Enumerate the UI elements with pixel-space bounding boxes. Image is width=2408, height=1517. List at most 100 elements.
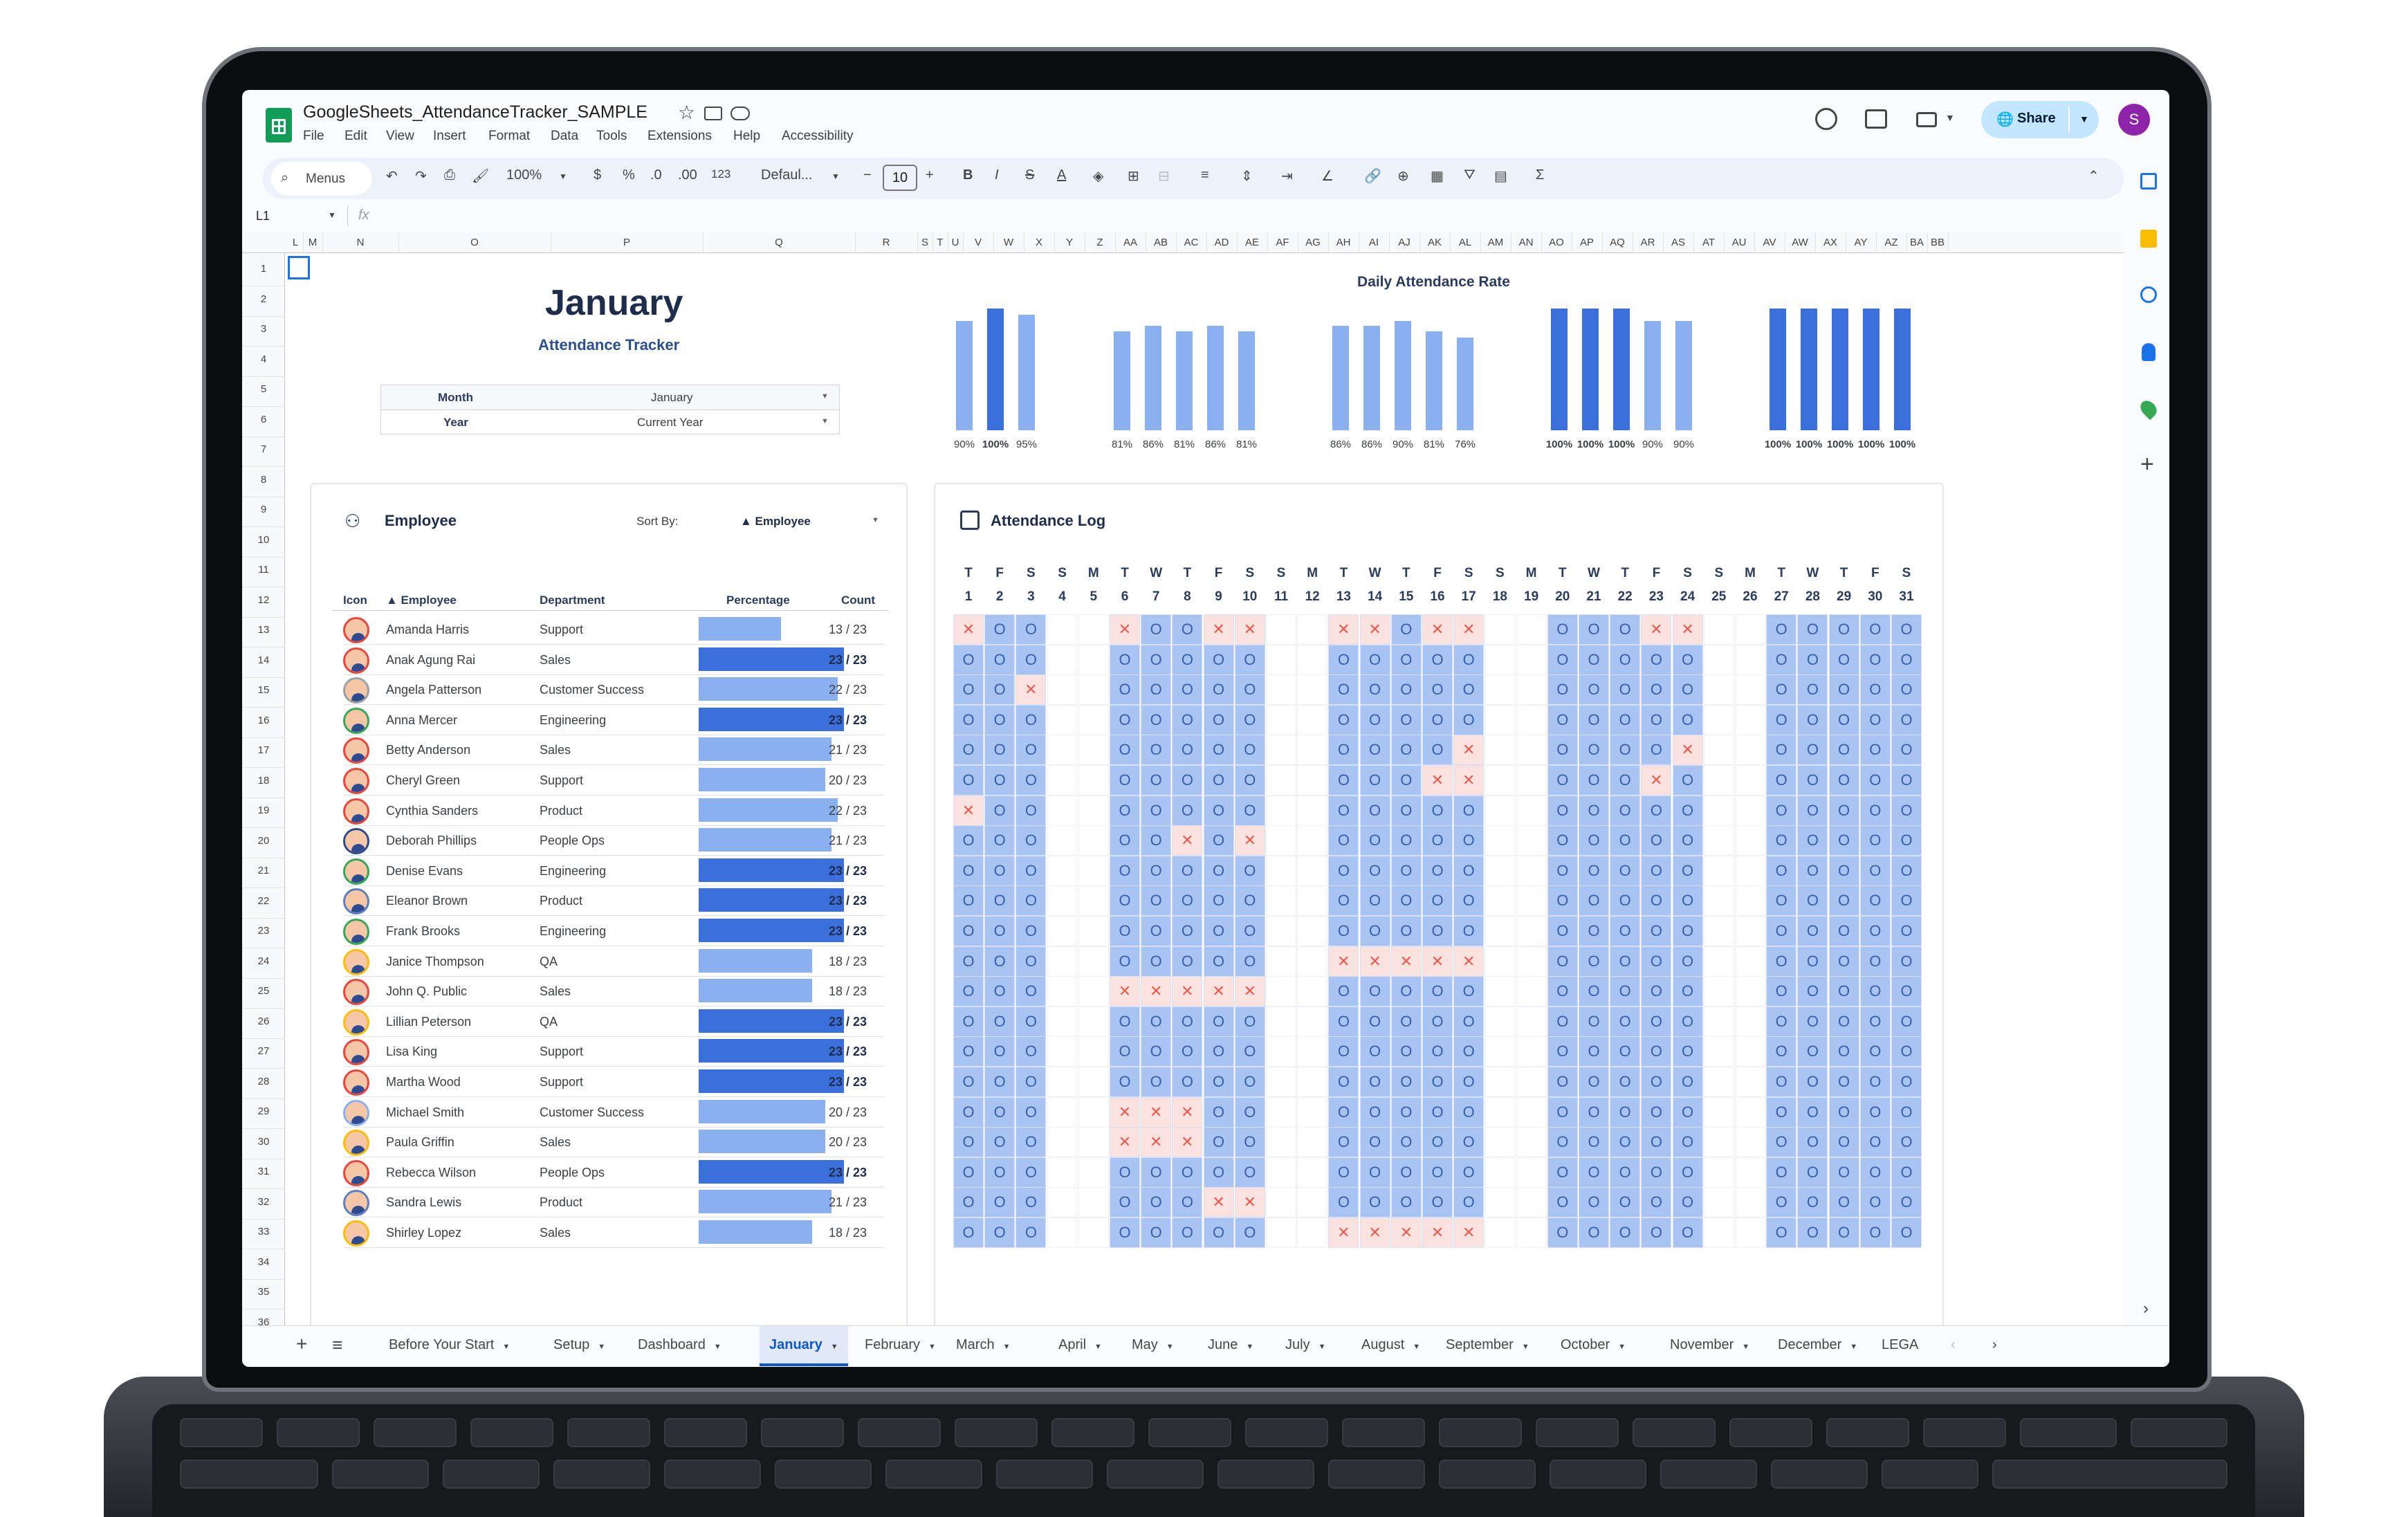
column-header-bb[interactable]: BB	[1930, 237, 1945, 248]
tab-dropdown-icon[interactable]: ▼	[1742, 1343, 1750, 1351]
present-cell[interactable]: O	[953, 916, 984, 946]
absent-cell[interactable]: ✕	[1453, 946, 1485, 977]
present-cell[interactable]: O	[1234, 795, 1265, 826]
fill-color-icon[interactable]: ◈	[1093, 169, 1104, 184]
present-cell[interactable]: O	[1828, 795, 1859, 826]
weekend-cell[interactable]	[1297, 916, 1328, 946]
absent-cell[interactable]: ✕	[953, 795, 984, 826]
present-cell[interactable]: O	[1579, 1067, 1609, 1097]
present-cell[interactable]: O	[1141, 1006, 1172, 1037]
month-dropdown[interactable]: January	[651, 391, 693, 404]
weekend-cell[interactable]	[1078, 765, 1109, 796]
absent-cell[interactable]: ✕	[1359, 946, 1390, 977]
employee-row[interactable]: Angela Patterson Customer Success 22 / 23	[331, 674, 884, 706]
present-cell[interactable]: O	[1579, 1217, 1609, 1248]
tab-dropdown-icon[interactable]: ▼	[1094, 1343, 1102, 1351]
employee-row[interactable]: Anna Mercer Engineering 23 / 23	[331, 705, 884, 735]
menu-edit[interactable]: Edit	[344, 129, 367, 143]
present-cell[interactable]: O	[1234, 1157, 1265, 1188]
present-cell[interactable]: O	[953, 1067, 984, 1097]
row-header-24[interactable]: 24	[257, 955, 270, 967]
present-cell[interactable]: O	[1859, 916, 1891, 946]
present-cell[interactable]: O	[953, 1157, 984, 1188]
present-cell[interactable]: O	[1891, 1157, 1922, 1188]
present-cell[interactable]: O	[1797, 855, 1828, 886]
present-cell[interactable]: O	[1422, 825, 1453, 856]
present-cell[interactable]: O	[984, 704, 1015, 735]
present-cell[interactable]: O	[1610, 1096, 1641, 1128]
weekend-cell[interactable]	[1047, 946, 1078, 977]
share-button[interactable]: 🌐 Share ▼	[1981, 101, 2099, 138]
employee-row[interactable]: Amanda Harris Support 13 / 23	[331, 614, 884, 645]
weekend-cell[interactable]	[1266, 614, 1296, 645]
present-cell[interactable]: O	[1390, 765, 1422, 796]
weekend-cell[interactable]	[1516, 1006, 1547, 1037]
present-cell[interactable]: O	[1422, 674, 1453, 706]
present-cell[interactable]: O	[1828, 765, 1859, 796]
row-header-7[interactable]: 7	[260, 443, 267, 455]
weekend-cell[interactable]	[1047, 795, 1078, 826]
weekend-cell[interactable]	[1516, 674, 1547, 706]
weekend-cell[interactable]	[1047, 765, 1078, 796]
present-cell[interactable]: O	[1172, 1006, 1203, 1037]
sheet-tab-setup[interactable]: Setup ▼	[544, 1326, 615, 1366]
present-cell[interactable]: O	[1390, 855, 1422, 886]
present-cell[interactable]: O	[1641, 855, 1672, 886]
weekend-cell[interactable]	[1516, 735, 1547, 766]
weekend-cell[interactable]	[1485, 825, 1516, 856]
absent-cell[interactable]: ✕	[1234, 1187, 1265, 1218]
present-cell[interactable]: O	[953, 825, 984, 856]
weekend-cell[interactable]	[1266, 855, 1296, 886]
present-cell[interactable]: O	[1203, 674, 1234, 706]
present-cell[interactable]: O	[1547, 704, 1578, 735]
font-select[interactable]: Defaul...	[761, 167, 813, 183]
column-header-ap[interactable]: AP	[1579, 237, 1594, 248]
weekend-cell[interactable]	[1485, 1217, 1516, 1248]
present-cell[interactable]: O	[1234, 855, 1265, 886]
present-cell[interactable]: O	[1390, 795, 1422, 826]
present-cell[interactable]: O	[1359, 976, 1390, 1007]
scroll-tabs-left-icon[interactable]: ‹	[1951, 1337, 1956, 1352]
weekend-cell[interactable]	[1735, 765, 1765, 796]
weekend-cell[interactable]	[1485, 674, 1516, 706]
present-cell[interactable]: O	[1610, 674, 1641, 706]
present-cell[interactable]: O	[953, 1187, 984, 1218]
weekend-cell[interactable]	[1485, 1036, 1516, 1067]
weekend-cell[interactable]	[1703, 1127, 1734, 1158]
weekend-cell[interactable]	[1485, 976, 1516, 1007]
weekend-cell[interactable]	[1047, 674, 1078, 706]
absent-cell[interactable]: ✕	[1234, 825, 1265, 856]
absent-cell[interactable]: ✕	[1641, 614, 1672, 645]
present-cell[interactable]: O	[1766, 765, 1797, 796]
present-cell[interactable]: O	[1453, 1006, 1485, 1037]
weekend-cell[interactable]	[1485, 644, 1516, 675]
weekend-cell[interactable]	[1485, 735, 1516, 766]
present-cell[interactable]: O	[1547, 1217, 1578, 1248]
present-cell[interactable]: O	[953, 704, 984, 735]
column-header-u[interactable]: U	[951, 237, 959, 248]
weekend-cell[interactable]	[1297, 885, 1328, 917]
present-cell[interactable]: O	[1422, 1157, 1453, 1188]
align-horizontal-icon[interactable]: ≡	[1201, 167, 1209, 183]
present-cell[interactable]: O	[1110, 1217, 1140, 1248]
present-cell[interactable]: O	[1172, 1217, 1203, 1248]
employee-row[interactable]: Betty Anderson Sales 21 / 23	[331, 735, 884, 766]
employee-row[interactable]: Lillian Peterson QA 23 / 23	[331, 1006, 884, 1037]
absent-cell[interactable]: ✕	[1453, 735, 1485, 766]
row-header-15[interactable]: 15	[257, 684, 270, 696]
present-cell[interactable]: O	[1234, 916, 1265, 946]
present-cell[interactable]: O	[1859, 704, 1891, 735]
present-cell[interactable]: O	[1203, 825, 1234, 856]
collapse-toolbar-icon[interactable]: ⌃	[2088, 169, 2099, 184]
present-cell[interactable]: O	[1641, 1067, 1672, 1097]
row-header-21[interactable]: 21	[257, 865, 270, 876]
present-cell[interactable]: O	[1891, 614, 1922, 645]
present-cell[interactable]: O	[1547, 735, 1578, 766]
present-cell[interactable]: O	[1110, 1187, 1140, 1218]
weekend-cell[interactable]	[1735, 674, 1765, 706]
present-cell[interactable]: O	[1547, 1036, 1578, 1067]
present-cell[interactable]: O	[1547, 795, 1578, 826]
present-cell[interactable]: O	[1579, 1006, 1609, 1037]
present-cell[interactable]: O	[1390, 1067, 1422, 1097]
present-cell[interactable]: O	[1610, 855, 1641, 886]
